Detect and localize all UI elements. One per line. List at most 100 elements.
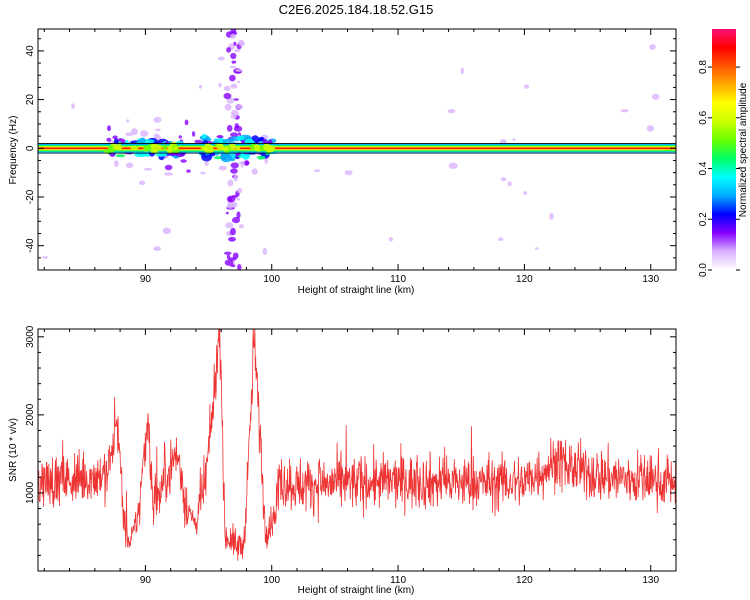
heatmap-bead: [200, 146, 208, 152]
colorbar-tick-label: 0.0: [698, 263, 709, 277]
y-tick-label: 1000: [25, 481, 36, 504]
heatmap-blob: [236, 198, 241, 201]
heatmap-blob: [507, 181, 512, 187]
heatmap-blob: [180, 159, 187, 163]
heatmap-blob: [231, 201, 238, 208]
heatmap-blob: [178, 135, 182, 139]
heatmap-turbulence: [216, 135, 224, 139]
heatmap-blob: [523, 191, 528, 195]
heatmap-blob: [500, 177, 507, 182]
heatmap-blob: [186, 169, 191, 173]
heatmap-blob: [153, 133, 160, 137]
heatmap-blob: [144, 168, 153, 171]
colorbar-ticks: 0.0 0.2 0.4 0.6 0.8: [698, 60, 740, 277]
heatmap-blob: [223, 92, 232, 100]
heatmap-blob: [114, 160, 119, 168]
heatmap-blob: [646, 125, 655, 132]
heatmap-blob: [200, 171, 206, 175]
colorbar-label: Normalized spectral amplitude: [738, 82, 749, 217]
heatmap-blob: [232, 252, 239, 259]
heatmap-bead: [265, 144, 276, 153]
heatmap-blob: [228, 236, 236, 242]
heatmap-blob: [194, 139, 203, 144]
heatmap-blob: [229, 74, 236, 82]
heatmap-bead: [112, 145, 123, 150]
heatmap-turbulence: [222, 138, 234, 144]
heatmap-blob: [230, 132, 239, 138]
heatmap-turbulence: [236, 135, 245, 141]
heatmap-blob: [204, 161, 209, 166]
colorbar-tick-label: 0.2: [698, 212, 709, 226]
heatmap-blob: [344, 170, 353, 176]
heatmap-blob: [237, 187, 243, 194]
y-tick-label: 3000: [25, 325, 36, 348]
heatmap-blob: [238, 224, 244, 229]
heatmap-bead: [222, 146, 229, 152]
heatmap-blob: [71, 103, 75, 109]
x-tick-label: 120: [516, 575, 533, 586]
heatmap-blob: [218, 165, 227, 171]
heatmap-blob: [106, 137, 112, 142]
heatmap-blob: [460, 67, 464, 75]
heatmap-blob: [153, 116, 162, 123]
spectrogram-xlabel: Height of straight line (km): [298, 285, 415, 296]
heatmap-blob: [251, 168, 258, 175]
x-tick-label: 100: [263, 575, 280, 586]
heatmap-blob: [191, 131, 196, 137]
heatmap-blob: [223, 85, 231, 92]
heatmap-blob: [524, 84, 529, 89]
x-tick-label: 130: [642, 274, 659, 285]
snr-panel: 90 100 110 120 130 1000 2000 3000 Height of str…: [8, 325, 677, 596]
heatmap-carrier-band: [38, 147, 676, 149]
y-tick-label: -20: [25, 189, 36, 204]
heatmap-blob: [233, 125, 243, 132]
heatmap-blob: [388, 237, 393, 242]
heatmap-blob: [620, 109, 629, 113]
heatmap-blob: [237, 264, 242, 270]
x-tick-label: 90: [140, 274, 152, 285]
heatmap-blob: [164, 172, 173, 176]
heatmap-blob: [230, 83, 238, 89]
heatmap-turbulence: [256, 155, 266, 160]
heatmap-bead: [167, 147, 173, 154]
heatmap-blob: [228, 257, 237, 261]
heatmap-blob: [235, 104, 243, 110]
heatmap-blob: [234, 48, 241, 53]
heatmap-blob: [238, 39, 244, 45]
heatmap-blob: [262, 247, 268, 256]
snr-ylabel: SNR (10 * v/v): [8, 418, 19, 482]
x-tick-label: 90: [140, 575, 152, 586]
heatmap-blob: [447, 109, 456, 114]
heatmap-blob: [236, 80, 240, 84]
chart-title: C2E6.2025.184.18.52.G15: [279, 2, 434, 17]
heatmap-turbulence: [220, 153, 232, 163]
heatmap-blob: [107, 125, 111, 132]
heatmap-bead: [143, 145, 151, 152]
y-tick-label: 40: [25, 45, 36, 57]
heatmap-blob: [230, 162, 239, 169]
heatmap-blob: [498, 237, 504, 242]
heatmap-blob: [231, 60, 237, 64]
heatmap-blob: [233, 98, 239, 101]
heatmap-blob: [162, 227, 171, 234]
colorbar-tick-label: 0.6: [698, 110, 709, 124]
heatmap-blob: [313, 169, 321, 173]
heatmap-bead: [156, 144, 163, 150]
y-tick-label: 2000: [25, 403, 36, 426]
heatmap-blob: [230, 227, 236, 236]
heatmap-blob: [512, 138, 516, 141]
heatmap-bead: [172, 145, 179, 151]
heatmap-blob: [534, 247, 539, 250]
heatmap-blob: [230, 109, 239, 116]
y-tick-label: -40: [25, 238, 36, 253]
heatmap-blob: [226, 195, 236, 203]
x-tick-label: 110: [390, 575, 406, 586]
y-tick-label: 0: [25, 145, 36, 151]
colorbar-tick-label: 0.4: [698, 161, 709, 175]
heatmap-blob: [112, 135, 118, 140]
y-tick-label: 20: [25, 94, 36, 106]
heatmap-bead: [162, 144, 168, 150]
heatmap-blob: [245, 160, 250, 165]
heatmap-blob: [233, 174, 238, 182]
heatmap-blob: [155, 128, 161, 132]
